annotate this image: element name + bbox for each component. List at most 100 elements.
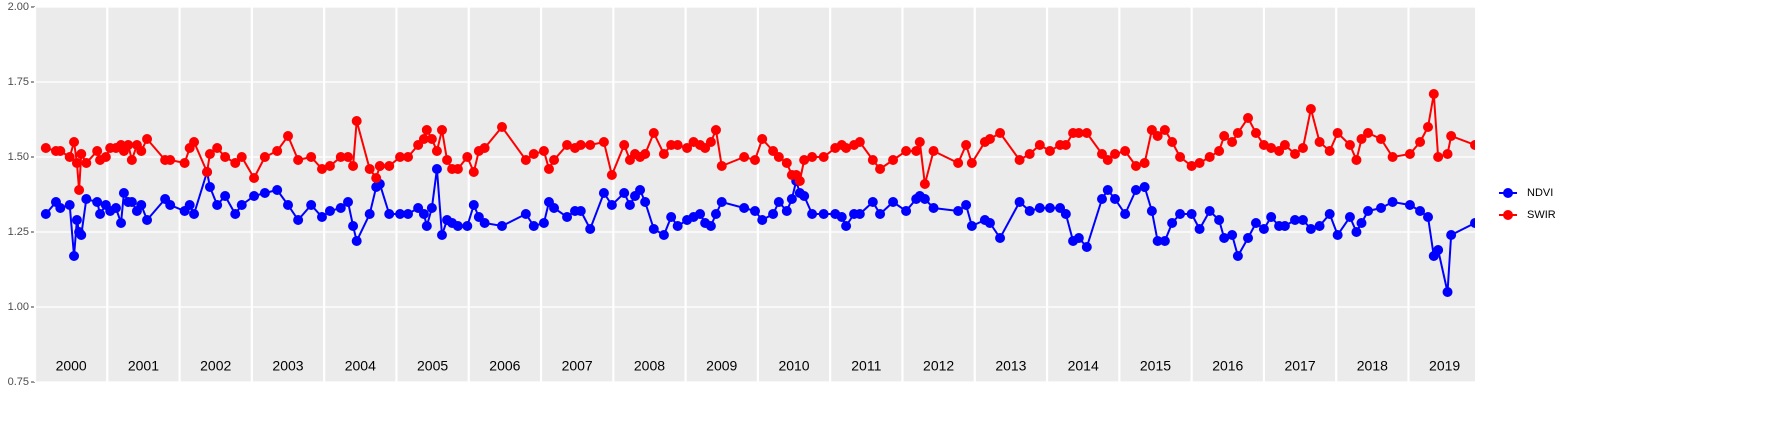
data-point: [682, 143, 693, 153]
data-point: [739, 203, 750, 213]
data-point: [854, 209, 865, 219]
data-point: [1279, 140, 1290, 150]
data-point: [1297, 143, 1308, 153]
data-point: [1034, 203, 1045, 213]
data-point: [875, 209, 886, 219]
data-point: [619, 188, 630, 198]
data-point: [658, 230, 669, 240]
data-point: [1428, 89, 1439, 99]
year-label: 2004: [345, 358, 376, 374]
data-point: [1305, 104, 1316, 114]
data-point: [888, 155, 899, 165]
year-label: 2016: [1212, 358, 1243, 374]
data-point: [100, 152, 111, 162]
data-point: [496, 221, 507, 231]
data-point: [1081, 242, 1092, 252]
data-point: [1130, 161, 1141, 171]
data-point: [421, 221, 432, 231]
data-point: [1332, 128, 1343, 138]
data-point: [371, 173, 382, 183]
data-point: [230, 209, 241, 219]
data-point: [799, 191, 810, 201]
data-point: [1152, 131, 1163, 141]
data-point: [841, 221, 852, 231]
data-point: [1204, 206, 1215, 216]
data-point: [496, 122, 507, 132]
data-point: [204, 182, 215, 192]
year-label: 2002: [200, 358, 231, 374]
data-point: [1446, 131, 1457, 141]
data-point: [126, 197, 137, 207]
data-point: [1186, 161, 1197, 171]
data-point: [462, 152, 473, 162]
data-point: [1073, 128, 1084, 138]
data-point: [1351, 227, 1362, 237]
data-point: [1194, 158, 1205, 168]
data-point: [575, 140, 586, 150]
data-point: [1297, 215, 1308, 225]
data-point: [919, 194, 930, 204]
data-point: [236, 152, 247, 162]
data-point: [136, 200, 147, 210]
data-point: [364, 164, 375, 174]
data-point: [384, 161, 395, 171]
data-point: [901, 206, 912, 216]
data-point: [1415, 206, 1426, 216]
data-point: [640, 149, 651, 159]
data-point: [1344, 212, 1355, 222]
data-point: [212, 143, 223, 153]
year-label: 2009: [706, 358, 737, 374]
data-point: [911, 146, 922, 156]
data-point: [142, 215, 153, 225]
data-point: [1290, 149, 1300, 159]
data-point: [468, 167, 479, 177]
data-point: [384, 209, 395, 219]
data-point: [293, 155, 304, 165]
data-point: [55, 146, 66, 156]
year-label: 2017: [1284, 358, 1315, 374]
data-point: [1110, 194, 1120, 204]
data-point: [1232, 251, 1243, 261]
data-point: [64, 200, 75, 210]
data-point: [71, 215, 82, 225]
data-point: [606, 200, 617, 210]
year-label: 2015: [1140, 358, 1171, 374]
data-point: [40, 143, 51, 153]
data-point: [431, 146, 442, 156]
data-point: [1279, 221, 1290, 231]
data-point: [710, 125, 721, 135]
data-point: [403, 152, 414, 162]
data-point: [549, 203, 560, 213]
data-point: [436, 230, 447, 240]
data-point: [773, 197, 784, 207]
data-point: [528, 221, 539, 231]
data-point: [418, 134, 429, 144]
data-point: [867, 197, 878, 207]
data-point: [1387, 152, 1398, 162]
data-point: [1175, 209, 1186, 219]
data-point: [426, 134, 437, 144]
data-point: [403, 209, 414, 219]
data-point: [76, 230, 87, 240]
year-label: 2013: [995, 358, 1026, 374]
data-point: [1102, 155, 1113, 165]
data-point: [343, 197, 354, 207]
data-point: [1120, 209, 1131, 219]
year-label: 2014: [1068, 358, 1099, 374]
year-label: 2003: [272, 358, 303, 374]
data-point: [585, 140, 596, 150]
data-point: [468, 200, 479, 210]
data-point: [1442, 149, 1453, 159]
data-point: [538, 218, 549, 228]
data-point: [1351, 155, 1362, 165]
data-point: [818, 209, 829, 219]
data-point: [807, 152, 818, 162]
data-point: [1376, 203, 1387, 213]
data-point: [1096, 194, 1107, 204]
data-point: [1423, 212, 1434, 222]
data-point: [343, 152, 354, 162]
data-point: [1415, 137, 1426, 147]
data-point: [431, 164, 442, 174]
year-label: 2011: [851, 358, 881, 374]
data-point: [1404, 200, 1415, 210]
